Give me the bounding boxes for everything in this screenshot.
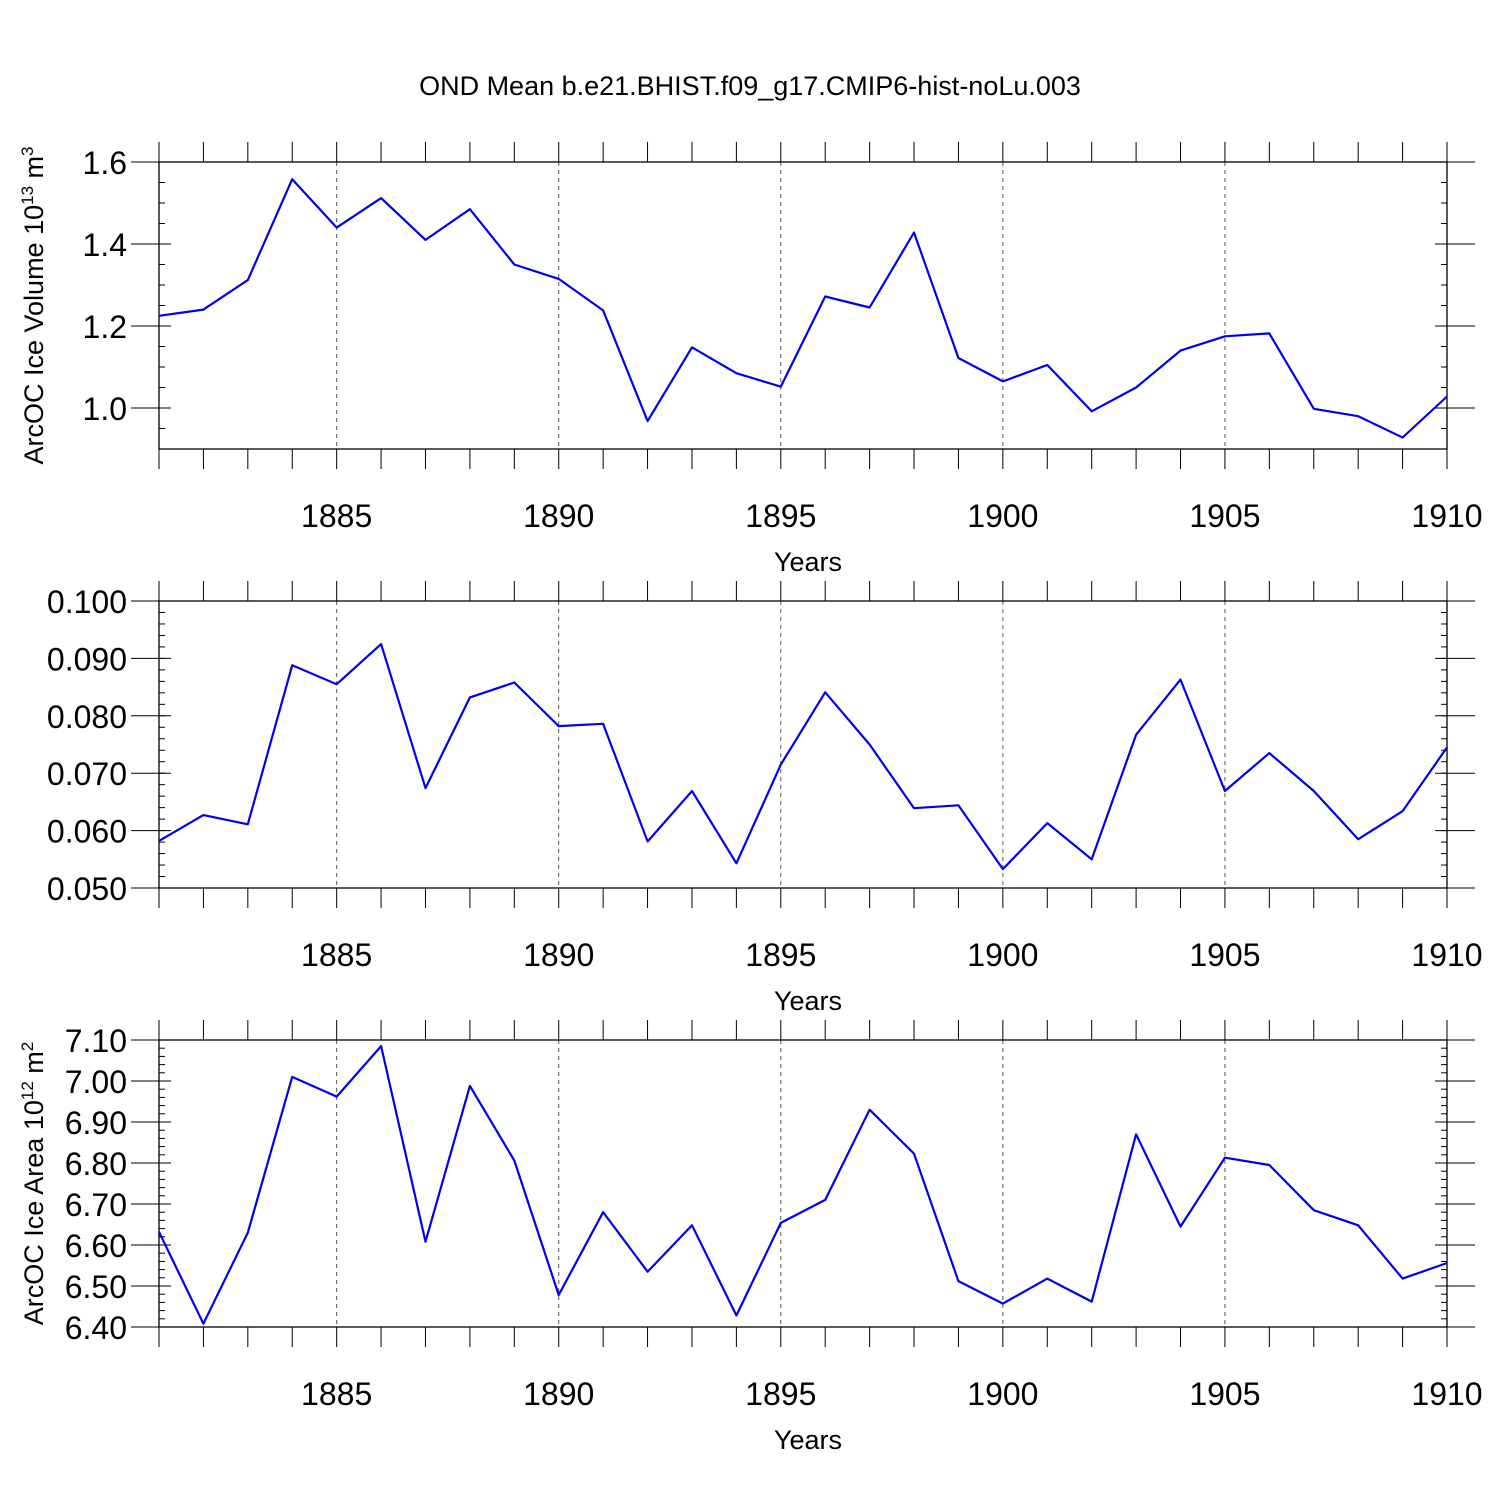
x-axis-title: Years [774,547,842,577]
x-axis-title: Years [774,1425,842,1455]
y-tick-label: 0.060 [47,814,127,850]
x-tick-label: 1905 [1189,937,1260,973]
plot-frame [158,1039,1448,1328]
y-tick-label: 6.60 [65,1228,127,1264]
x-axis-title: Years [774,986,842,1016]
x-tick-label: 1905 [1189,498,1260,534]
x-tick-label: 1895 [745,1376,816,1412]
x-tick-label: 1890 [523,1376,594,1412]
y-axis-title-part: ArcOC Ice Volume 10 [19,205,49,465]
x-tick-label: 1900 [967,937,1038,973]
x-tick-label: 1895 [745,498,816,534]
x-tick-label: 1900 [967,1376,1038,1412]
y-axis-title-superscript: 12 [18,1081,37,1100]
y-tick-label: 1.6 [83,145,127,181]
y-axis-title-part: m [19,1051,49,1081]
y-axis-title: ArcOC Ice Area 1012 m2 [18,1042,49,1326]
y-tick-label: 6.40 [65,1310,127,1346]
y-tick-label: 7.10 [65,1023,127,1059]
y-tick-label: 0.050 [47,871,127,907]
x-tick-label: 1895 [745,937,816,973]
x-tick-label: 1885 [301,937,372,973]
y-tick-label: 6.70 [65,1187,127,1223]
x-tick-label: 1900 [967,498,1038,534]
y-tick-label: 6.90 [65,1105,127,1141]
x-tick-label: 1905 [1189,1376,1260,1412]
panels: 1885 1890 1895 1900 1905 1910 1.0 1.2 1.4 1.6 Year… [18,142,1483,1455]
x-tick-label: 1910 [1411,937,1482,973]
chart-title: OND Mean b.e21.BHIST.f09_g17.CMIP6-hist-… [419,71,1081,101]
x-tick-label: 1885 [301,1376,372,1412]
y-tick-label: 0.070 [47,756,127,792]
x-tick-label: 1890 [523,498,594,534]
y-axis-title-superscript: 13 [18,186,37,205]
y-tick-label: 0.100 [47,584,127,620]
y-tick-label: 6.80 [65,1146,127,1182]
series-line [158,1044,1448,1325]
y-tick-label: 7.00 [65,1064,127,1100]
y-tick-label: 1.2 [83,309,127,345]
y-tick-label: 1.4 [83,227,127,263]
plot-frame [158,600,1448,889]
panel-2: 1885 1890 1895 1900 1905 1910 0.050 0.060 0.070 0… [47,581,1483,1016]
y-axis-title: ArcOC Ice Volume 1013 m3 [18,146,49,464]
y-axis-title-superscript: 2 [18,1042,37,1051]
y-tick-label: 1.0 [83,391,127,427]
y-tick-label: 0.090 [47,641,127,677]
x-tick-label: 1910 [1411,1376,1482,1412]
panel-1: 1885 1890 1895 1900 1905 1910 1.0 1.2 1.4 1.6 Year… [18,142,1483,577]
y-tick-label: 6.50 [65,1269,127,1305]
x-tick-label: 1890 [523,937,594,973]
y-axis-title-superscript: 3 [18,146,37,155]
series-line [158,178,1448,439]
x-tick-label: 1910 [1411,498,1482,534]
panel-3: 1885 1890 1895 1900 1905 1910 6.40 6.50 6.60 6.70… [18,1020,1483,1455]
y-tick-label: 0.080 [47,699,127,735]
x-tick-label: 1885 [301,498,372,534]
plot-frame [158,161,1448,450]
series-line [158,642,1448,871]
y-axis-title-part: m [19,156,49,186]
y-axis-title-part: ArcOC Ice Area 10 [19,1100,49,1325]
